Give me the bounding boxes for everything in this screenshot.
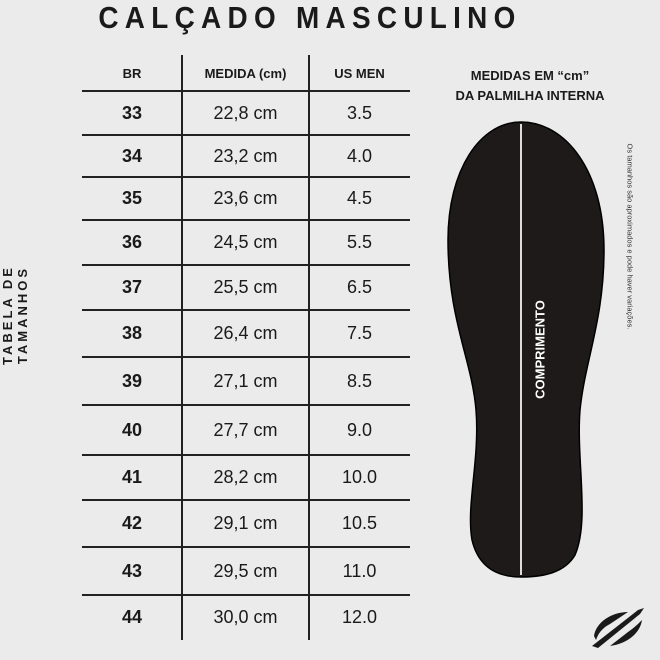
table-cell: 23,6 cm	[213, 188, 278, 208]
table-cell: 40	[121, 419, 143, 440]
table-row: 40 27,7 cm 9.0	[82, 405, 410, 455]
row-divider	[82, 264, 410, 266]
table-cell: 36	[121, 232, 143, 252]
column-header: BR	[122, 65, 142, 81]
table-cell: 34	[121, 145, 143, 166]
table-cell: 5.5	[346, 232, 373, 252]
row-divider	[82, 219, 410, 221]
table-row: 36 24,5 cm 5.5	[82, 220, 410, 265]
table-cell: 23,2 cm	[213, 145, 278, 166]
table-row: 37 25,5 cm 6.5	[82, 265, 410, 310]
row-divider	[82, 546, 410, 548]
table-cell: 24,5 cm	[213, 232, 278, 252]
row-divider	[82, 454, 410, 456]
row-divider	[82, 499, 410, 501]
table-row: 33 22,8 cm 3.5	[82, 91, 410, 135]
table-cell: 4.5	[346, 188, 373, 208]
table-cell: 8.5	[346, 370, 373, 391]
table-cell: 37	[121, 277, 143, 297]
table-cell: 22,8 cm	[213, 102, 278, 123]
row-divider	[82, 309, 410, 311]
insole-title-line1: MEDIDAS EM “cm”	[470, 68, 590, 83]
table-cell: 33	[121, 102, 143, 123]
table-cell: 26,4 cm	[213, 323, 278, 343]
table-cell: 28,2 cm	[213, 467, 278, 487]
table-row: 43 29,5 cm 11.0	[82, 547, 410, 595]
row-divider	[82, 404, 410, 406]
table-cell: 25,5 cm	[213, 277, 278, 297]
row-divider	[82, 594, 410, 596]
table-cell: 41	[121, 467, 143, 487]
table-cell: 7.5	[346, 323, 373, 343]
brand-logo-icon	[592, 608, 644, 648]
table-row: 35 23,6 cm 4.5	[82, 177, 410, 220]
table-cell: 29,5 cm	[213, 560, 278, 581]
insole-title-line2: DA PALMILHA INTERNA	[455, 88, 605, 103]
length-label: COMPRIMENTO	[532, 300, 548, 399]
table-cell: 10.0	[341, 467, 378, 487]
table-cell: 29,1 cm	[213, 513, 278, 533]
table-cell: 43	[121, 560, 143, 581]
table-cell: 6.5	[346, 277, 373, 297]
table-cell: 38	[121, 323, 143, 343]
table-cell: 27,7 cm	[213, 419, 278, 440]
row-divider	[82, 134, 410, 136]
insole-shape	[447, 121, 605, 578]
row-divider	[82, 90, 410, 92]
disclaimer: Os tamanhos são aproximados e pode haver…	[625, 143, 635, 330]
row-divider	[82, 356, 410, 358]
table-row: 42 29,1 cm 10.5	[82, 500, 410, 547]
row-divider	[82, 176, 410, 178]
table-row: 34 23,2 cm 4.0	[82, 135, 410, 177]
table-cell: 9.0	[346, 419, 373, 440]
column-divider	[181, 55, 183, 640]
table-cell: 4.0	[346, 145, 373, 166]
page-title: CALÇADO MASCULINO	[98, 0, 522, 35]
column-header: MEDIDA (cm)	[204, 65, 287, 81]
table-row: 44 30,0 cm 12.0	[82, 595, 410, 640]
table-header: BR MEDIDA (cm) US MEN	[82, 55, 410, 91]
table-cell: 42	[121, 513, 143, 533]
table-cell: 35	[121, 188, 143, 208]
table-cell: 27,1 cm	[213, 370, 278, 391]
table-row: 39 27,1 cm 8.5	[82, 357, 410, 405]
table-cell: 44	[121, 607, 143, 627]
table-cell: 30,0 cm	[213, 607, 278, 627]
table-cell: 39	[121, 370, 143, 391]
table-cell: 10.5	[341, 513, 378, 533]
column-divider	[308, 55, 310, 640]
table-row: 41 28,2 cm 10.0	[82, 455, 410, 500]
table-cell: 3.5	[346, 102, 373, 123]
table-cell: 12.0	[341, 607, 378, 627]
column-header: US MEN	[334, 65, 385, 81]
insole-title: MEDIDAS EM “cm” DA PALMILHA INTERNA	[430, 66, 630, 106]
table-row: 38 26,4 cm 7.5	[82, 310, 410, 357]
table-cell: 11.0	[342, 560, 377, 581]
